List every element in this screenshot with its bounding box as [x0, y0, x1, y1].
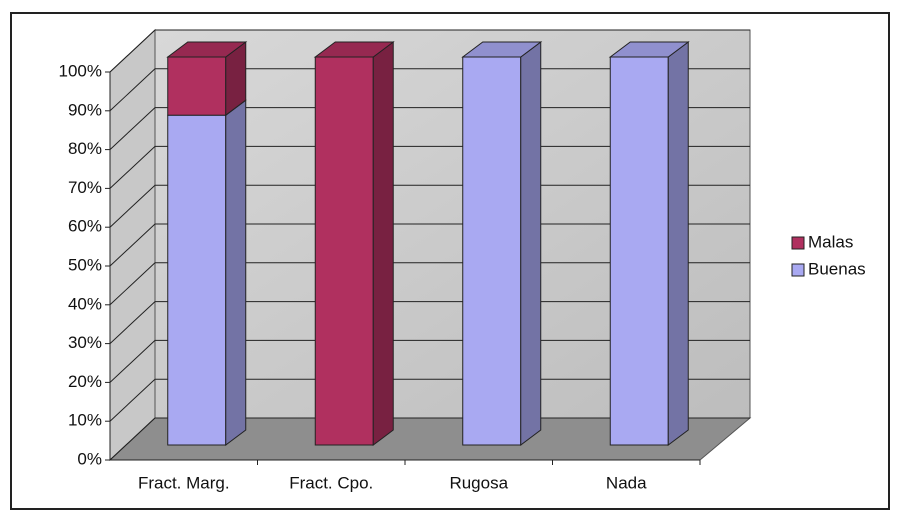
legend-label: Malas — [808, 232, 853, 251]
grid-line — [109, 145, 750, 189]
x-tick-label: Rugosa — [449, 473, 508, 492]
bar — [314, 56, 374, 446]
y-tick-label: 20% — [68, 372, 102, 391]
grid-line — [109, 29, 750, 73]
bar-top — [608, 41, 690, 58]
y-tick-label: 80% — [68, 139, 102, 158]
grid-line — [109, 107, 750, 150]
bar — [167, 56, 227, 116]
bar-side — [520, 41, 542, 446]
legend-label: Buenas — [808, 259, 866, 278]
y-tick-label: 30% — [68, 333, 102, 352]
legend-swatch — [791, 236, 805, 250]
grid-line — [109, 301, 750, 344]
grid-line — [109, 417, 750, 461]
bar — [609, 56, 669, 446]
grid-line — [109, 184, 750, 228]
y-tick-label: 60% — [68, 217, 102, 236]
bar-top — [166, 41, 248, 58]
y-tick-label: 40% — [68, 294, 102, 313]
bar — [167, 114, 227, 446]
x-tick-label: Fract. Marg. — [138, 473, 230, 492]
bar-side — [225, 99, 247, 446]
bar — [462, 56, 522, 446]
grid-line — [109, 68, 750, 112]
y-tick-label: 70% — [68, 178, 102, 197]
bar-top — [461, 41, 543, 58]
grid-line — [109, 339, 750, 383]
y-tick-label: 100% — [59, 61, 102, 80]
grid-line — [109, 262, 750, 306]
y-tick-label: 10% — [68, 411, 102, 430]
grid-line — [109, 223, 750, 267]
legend-swatch — [791, 263, 805, 277]
x-tick-label: Fract. Cpo. — [289, 473, 373, 492]
y-tick-label: 90% — [68, 100, 102, 119]
bar-top — [313, 41, 395, 58]
bar-side — [667, 41, 689, 446]
y-tick-label: 50% — [68, 255, 102, 274]
x-tick-label: Nada — [606, 473, 647, 492]
y-tick-label: 0% — [77, 449, 102, 468]
grid-line — [109, 378, 750, 422]
bar-side — [372, 41, 394, 446]
